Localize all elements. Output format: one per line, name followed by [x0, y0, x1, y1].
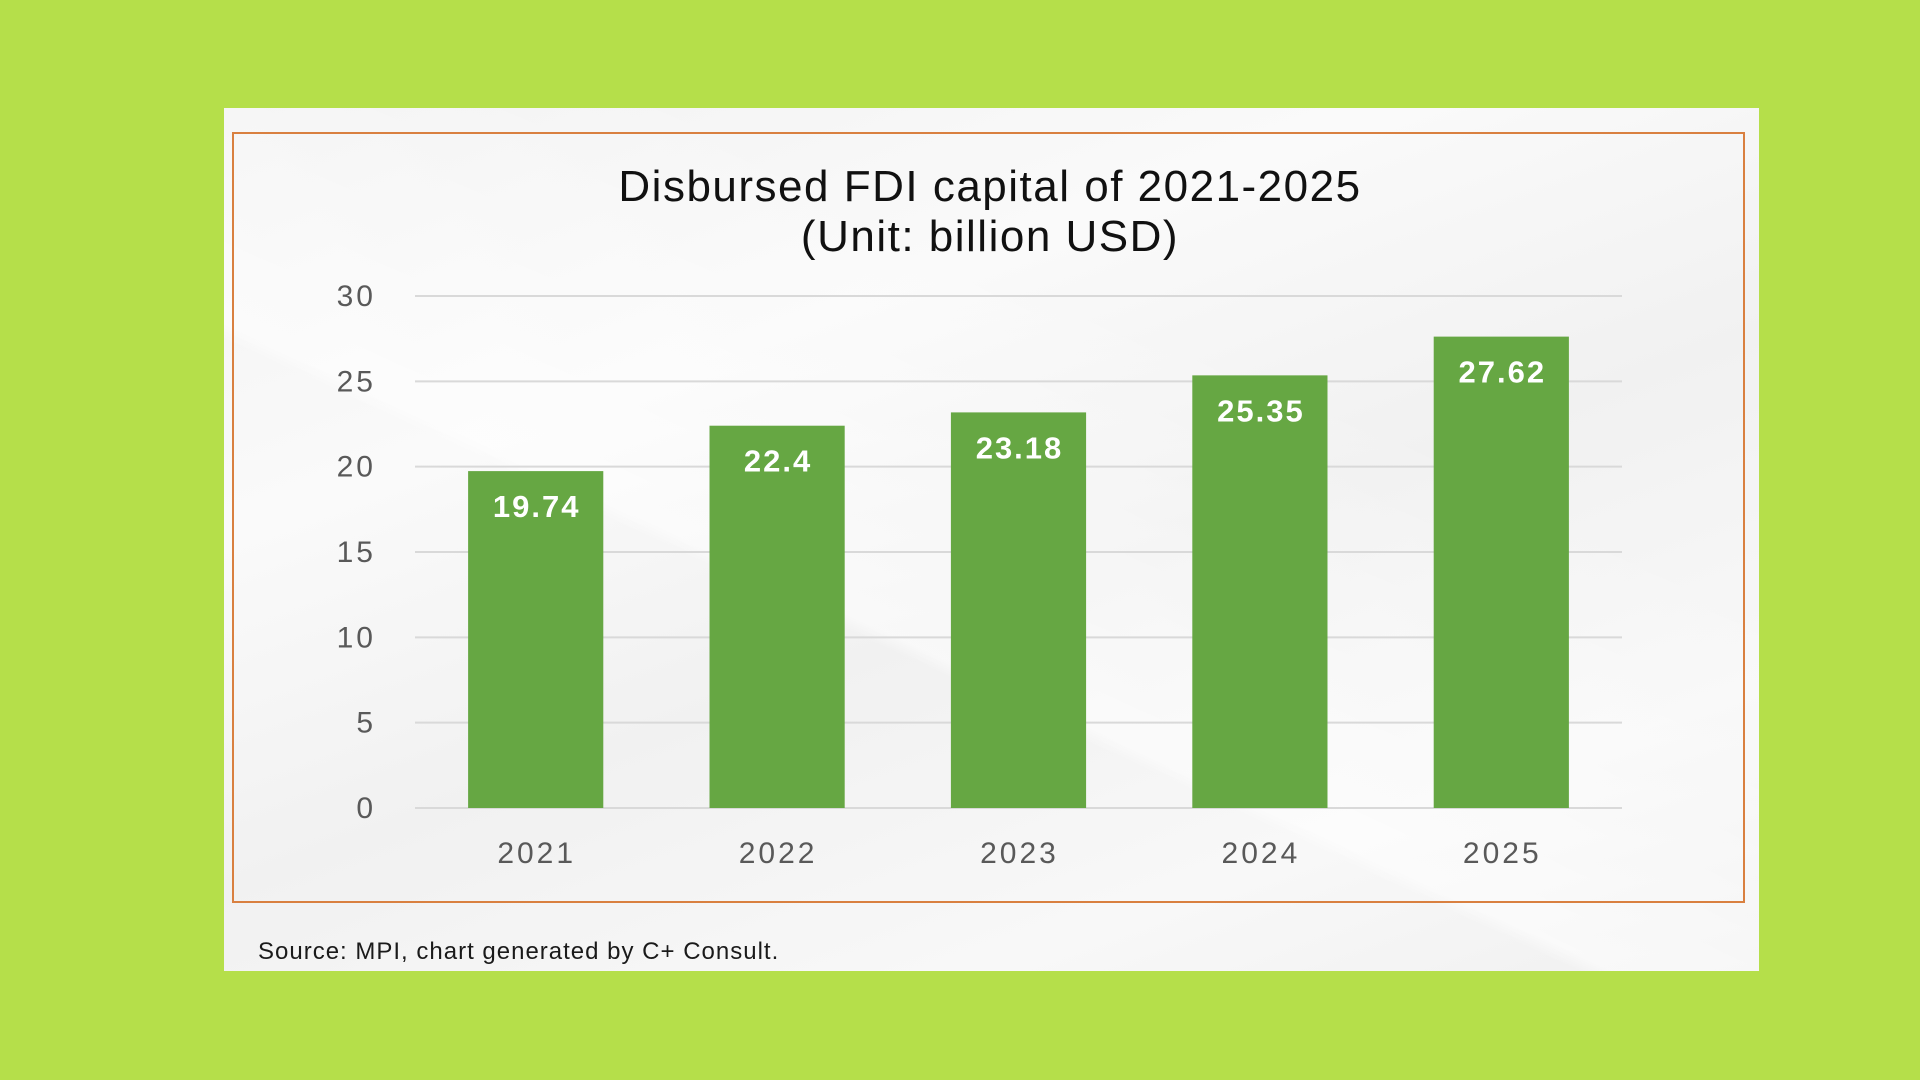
- value-label: 19.74: [493, 489, 581, 524]
- chart-subtitle: (Unit: billion USD): [800, 212, 1180, 261]
- value-label: 22.4: [744, 444, 812, 479]
- bars: [468, 336, 1569, 808]
- x-tick-label: 2021: [497, 837, 576, 870]
- y-tick-label: 30: [337, 280, 376, 313]
- value-label: 23.18: [976, 430, 1064, 465]
- y-tick-label: 25: [337, 365, 376, 398]
- value-label: 25.35: [1217, 393, 1305, 428]
- y-tick-label: 5: [356, 707, 376, 740]
- y-tick-label: 20: [337, 451, 376, 484]
- bar-2025: [1433, 336, 1569, 808]
- bar-2024: [1192, 375, 1328, 808]
- x-tick-label: 2024: [1222, 837, 1301, 870]
- bar-2023: [950, 412, 1087, 808]
- x-tick-label: 2023: [980, 837, 1059, 870]
- value-label: 27.62: [1459, 355, 1547, 390]
- chart-frame: [232, 132, 1745, 903]
- value-labels: 19.74 22.4 23.18 25.35 27.62: [493, 355, 1547, 524]
- bar-2021: [468, 471, 604, 808]
- y-tick-label: 0: [356, 792, 376, 825]
- source-note: Source: MPI, chart generated by C+ Consu…: [258, 938, 780, 965]
- chart-title: Disbursed FDI capital of 2021-2025: [618, 162, 1362, 211]
- bar-2022: [709, 425, 845, 808]
- y-axis-tick-labels: 0 5 10 15 20 25 30: [337, 280, 376, 825]
- x-axis-tick-labels: 2021 2022 2023 2024 2025: [497, 837, 1542, 870]
- y-tick-label: 10: [337, 621, 376, 654]
- y-tick-label: 15: [337, 536, 376, 569]
- x-tick-label: 2025: [1463, 837, 1542, 870]
- x-tick-label: 2022: [739, 837, 818, 870]
